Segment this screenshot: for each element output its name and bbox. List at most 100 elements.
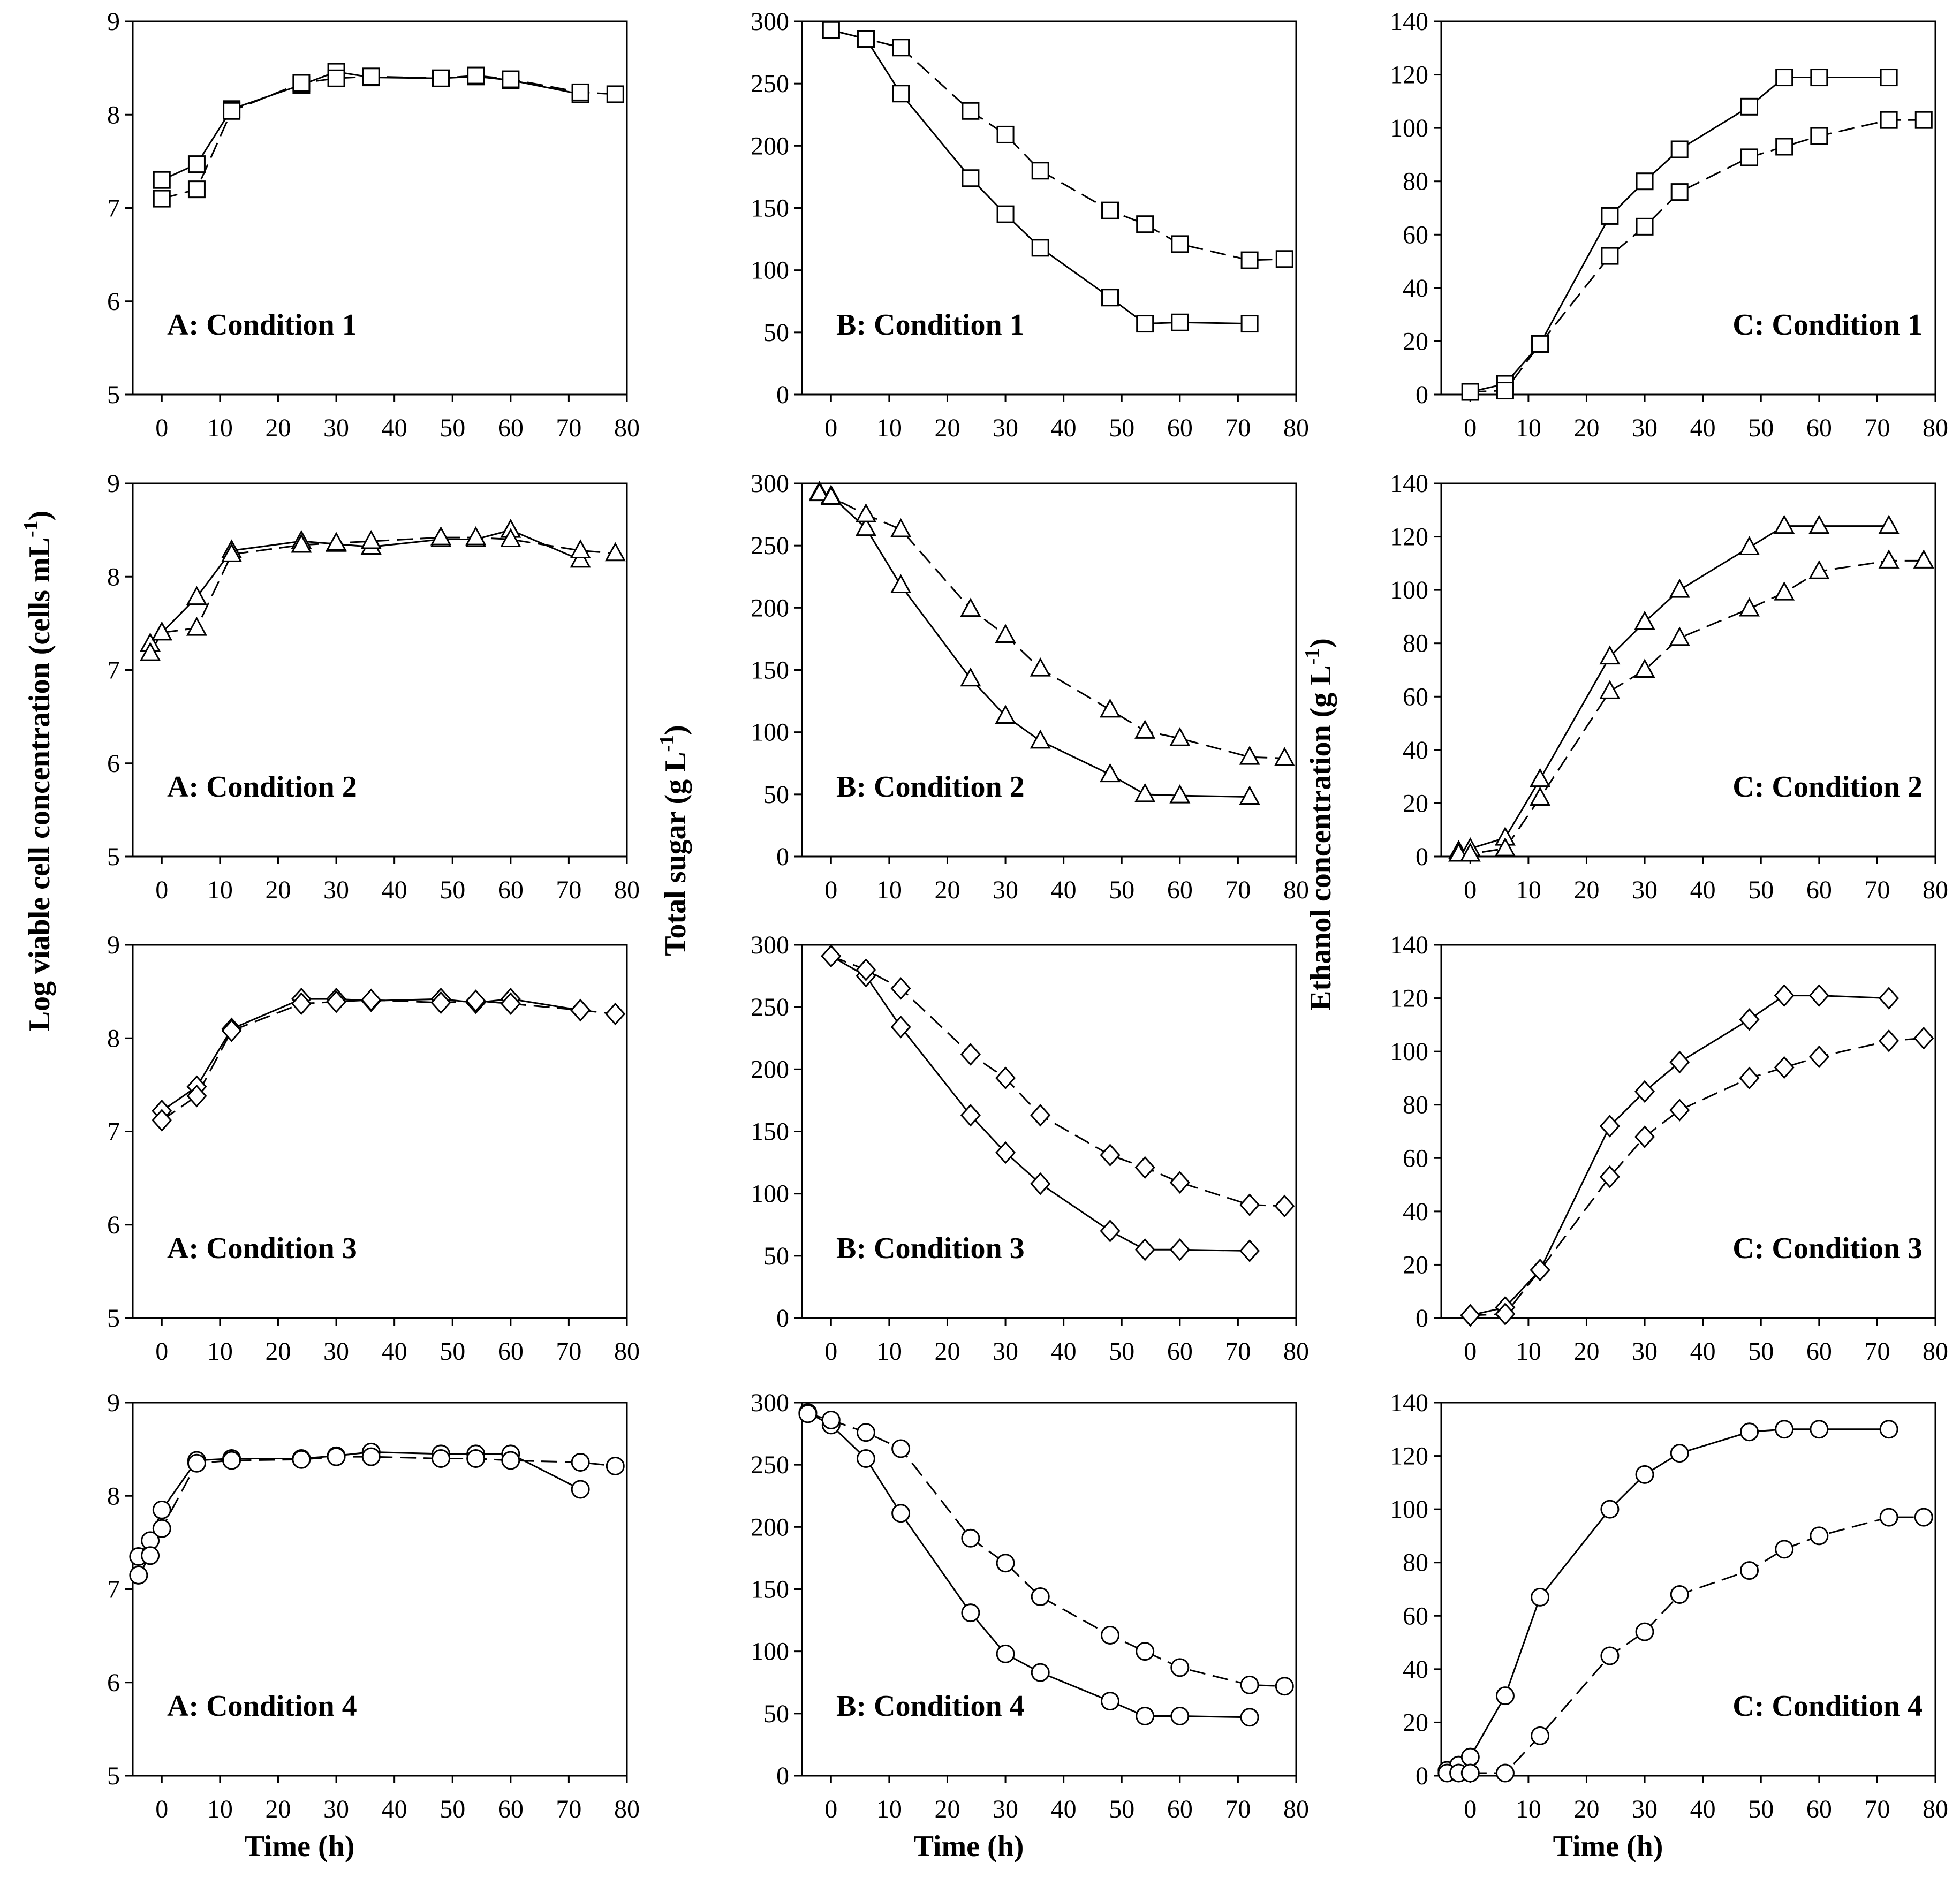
- x-tick-label: 40: [1051, 876, 1077, 904]
- x-tick-label: 80: [614, 1337, 640, 1366]
- x-tick-label: 70: [556, 876, 581, 904]
- y-tick-label: 300: [751, 7, 789, 36]
- y-tick-label: 200: [751, 1513, 789, 1541]
- data-point-solid: [1460, 1747, 1480, 1767]
- y-tick-label: 0: [1416, 381, 1428, 409]
- data-point-dashed: [1531, 335, 1549, 353]
- x-tick-label: 10: [876, 1795, 902, 1823]
- y-tick-label: 200: [751, 1055, 789, 1084]
- data-point-solid: [1670, 140, 1689, 158]
- x-tick-label: 80: [614, 876, 640, 904]
- y-tick-label: 40: [1403, 274, 1428, 302]
- y-tick-label: 100: [751, 718, 789, 747]
- x-tick-label: 20: [265, 1795, 291, 1823]
- y-tick-label: 0: [1416, 843, 1428, 871]
- x-tick-label: 70: [1864, 1795, 1890, 1823]
- data-point-dashed: [326, 990, 347, 1013]
- x-tick-label: 20: [934, 876, 960, 904]
- data-point-dashed: [962, 102, 980, 120]
- x-tick-label: 0: [1464, 1337, 1477, 1366]
- y-tick-label: 6: [107, 749, 120, 778]
- x-tick-label: 80: [1923, 414, 1948, 442]
- y-tick-label: 100: [751, 1180, 789, 1208]
- y-tick-label: 200: [751, 594, 789, 622]
- y-tick-label: 40: [1403, 1655, 1428, 1684]
- x-tick-label: 10: [876, 1337, 902, 1366]
- data-point-dashed: [360, 529, 382, 549]
- data-point-solid: [1170, 1706, 1190, 1725]
- panel-1: 5 6 7 8 9 0 10 20 30 40 50 60 70 80 A: Condition 1: [107, 7, 640, 442]
- data-point-dashed: [361, 988, 382, 1012]
- series-line-dashed: [161, 999, 616, 1121]
- data-point-solid: [1740, 97, 1759, 116]
- x-tick-label: 0: [1464, 876, 1477, 904]
- y-tick-label: 120: [1390, 985, 1428, 1013]
- x-tick-label: 20: [1573, 1337, 1599, 1366]
- panel-9: 0 20 40 60 80 100 120 140 0 10 20 30 40 50 60 70 80 C: Co…: [1390, 931, 1948, 1366]
- data-point-solid: [1136, 315, 1154, 333]
- x-tick-label: 30: [323, 414, 349, 442]
- x-tick-label: 40: [1690, 414, 1716, 442]
- data-point-dashed: [1275, 1677, 1294, 1696]
- data-point-dashed: [1808, 1045, 1829, 1069]
- y-tick-label: 7: [107, 656, 120, 685]
- x-tick-label: 70: [1225, 1337, 1251, 1366]
- data-point-dashed: [1495, 1303, 1516, 1326]
- x-tick-label: 70: [1225, 1795, 1251, 1823]
- x-tick-label: 60: [498, 1795, 524, 1823]
- x-tick-label: 70: [1225, 414, 1251, 442]
- y-axis-label-ethanol: Ethanol concentration (g L-1): [1301, 638, 1337, 1011]
- x-tick-label: 20: [934, 1795, 960, 1823]
- data-point-dashed: [1136, 215, 1154, 233]
- panel-title: B: Condition 2: [836, 770, 1025, 804]
- data-point-solid: [890, 1016, 911, 1039]
- data-point-solid: [1101, 289, 1119, 307]
- panel-title: A: Condition 2: [167, 770, 357, 804]
- x-tick-label: 60: [1806, 1795, 1832, 1823]
- y-tick-label: 9: [107, 1389, 120, 1417]
- data-point-solid: [1599, 1115, 1620, 1138]
- x-tick-label: 0: [155, 1337, 168, 1366]
- data-point-dashed: [1601, 247, 1619, 265]
- data-point-dashed: [1878, 549, 1900, 569]
- x-tick-label: 60: [1806, 414, 1832, 442]
- x-tick-label: 0: [155, 876, 168, 904]
- data-point-dashed: [1879, 1029, 1900, 1052]
- y-tick-label: 80: [1403, 630, 1428, 658]
- data-point-dashed: [570, 539, 591, 558]
- x-tick-label: 50: [440, 876, 465, 904]
- y-tick-label: 5: [107, 381, 120, 409]
- y-tick-label: 50: [763, 319, 789, 347]
- data-point-solid: [1879, 987, 1900, 1010]
- y-tick-label: 100: [1390, 114, 1428, 142]
- plot-frame: [1440, 944, 1936, 1319]
- x-tick-label: 70: [1225, 876, 1251, 904]
- data-point-dashed: [1913, 549, 1934, 569]
- data-point-dashed: [1530, 1259, 1550, 1282]
- data-point-dashed: [1134, 1156, 1155, 1179]
- data-point-solid: [1495, 1686, 1515, 1706]
- data-point-solid: [1775, 1420, 1794, 1439]
- x-tick-label: 40: [1690, 876, 1716, 904]
- data-point-dashed: [960, 1043, 981, 1066]
- series-line-dashed: [819, 493, 1285, 759]
- y-tick-label: 100: [1390, 1495, 1428, 1524]
- y-tick-label: 8: [107, 1024, 120, 1052]
- y-tick-label: 120: [1390, 523, 1428, 551]
- x-tick-label: 80: [1283, 1795, 1309, 1823]
- y-tick-label: 60: [1403, 1144, 1428, 1172]
- series-line-solid: [819, 491, 1250, 798]
- y-tick-label: 200: [751, 132, 789, 160]
- x-tick-label: 10: [207, 1337, 233, 1366]
- data-point-solid: [1031, 1663, 1050, 1682]
- data-point-solid: [152, 1500, 171, 1519]
- data-point-solid: [1634, 1080, 1655, 1103]
- panel-11: 0 50 100 150 200 250 300 0 10 20 30 40 50 60 70 80 B: Co…: [751, 1389, 1309, 1863]
- data-point-solid: [892, 85, 910, 103]
- y-tick-label: 60: [1403, 683, 1428, 711]
- x-tick-label: 0: [155, 414, 168, 442]
- data-point-solid: [1634, 610, 1655, 630]
- y-tick-label: 50: [763, 1700, 789, 1728]
- data-point-dashed: [187, 1453, 206, 1473]
